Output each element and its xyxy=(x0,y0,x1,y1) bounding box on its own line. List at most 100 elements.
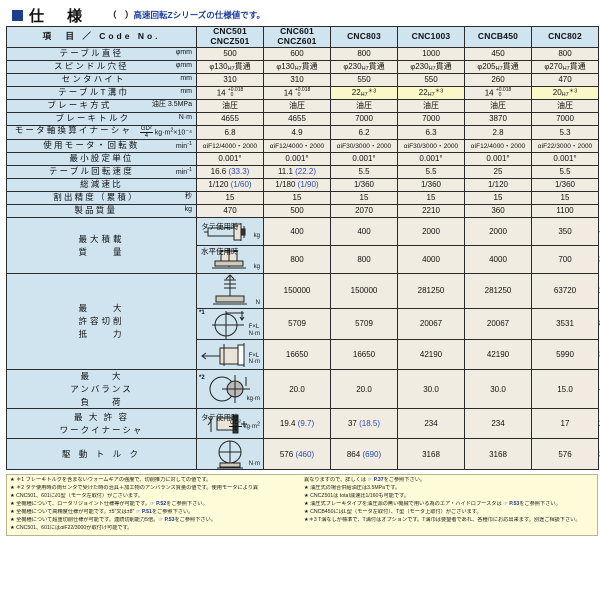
table-cell-value: 15 xyxy=(464,191,532,205)
table-cell-value: 1/120 xyxy=(464,178,532,192)
table-cell-value: 1100 xyxy=(531,204,599,218)
specification-table-body: 項 目 ／ Code No. CNC501 CNCZ501 CNC601 CNCZ601… xyxy=(6,26,600,471)
table-cell-value: 6.2 xyxy=(330,125,398,140)
table-cell-value: 360 xyxy=(464,204,532,218)
table-cell-value: 0.001° xyxy=(464,152,532,166)
row-label-0: テーブル直径 φmm xyxy=(6,47,197,61)
table-cell-value: 37 (18.5) xyxy=(330,408,398,440)
table-cell-value: 油圧 xyxy=(531,99,599,113)
table-cell-value: 281250 xyxy=(464,273,532,309)
row-unit-label: 秒 xyxy=(185,193,192,201)
icon-cell-horizontal-table-load-icon: 水平使用時 kg xyxy=(196,245,264,274)
icon-wrapper: *2 kg·m xyxy=(197,374,263,404)
table-cell-value: 25 xyxy=(464,165,532,179)
row-unit-label: min-1 xyxy=(175,167,192,176)
icon-wrapper: N xyxy=(197,274,263,308)
table-cell-value: 1/360 xyxy=(531,178,599,192)
table-cell-value: 576 (460) xyxy=(263,438,331,471)
table-cell-value: 2000 xyxy=(464,217,532,246)
row-label-11: 割出精度（累積） 秒 xyxy=(6,191,197,205)
table-cell-value: φ205H7貫通 xyxy=(464,60,532,74)
table-cell-value: 800 xyxy=(531,47,599,61)
table-cell-value: 600 xyxy=(263,47,331,61)
column-header-cnc803: CNC803 xyxy=(330,26,398,48)
footnote-line: ★ CNCB450にはL型（モータ左取付）、T型（モータ上取付）がございます。 xyxy=(304,508,482,515)
row-unit-label: GD² 4 kg·m2×10⁻⁴ xyxy=(139,126,192,139)
table-cell-value: φ130H7貫通 xyxy=(196,60,264,74)
table-cell-value: 15.0 xyxy=(531,368,599,410)
table-cell-value: 15 xyxy=(330,191,398,205)
table-cell-value: 4000 xyxy=(397,245,465,274)
row-label-7: 使用モータ・回転数 min-1 xyxy=(6,139,197,153)
row-label-3: テーブルT溝巾 mm xyxy=(6,86,197,100)
table-cell-value: 14 +0.018 0 xyxy=(263,86,331,100)
row-label-text: 割出精度（累積） xyxy=(53,192,139,203)
column-header-cnc1003: CNC1003 xyxy=(397,26,465,48)
page-title-note: （ ）高速回転Zシリーズの仕様値です。 xyxy=(108,9,265,21)
footnote-line: 異なりますので、詳しくは ☞ P.37をご参照下さい。 xyxy=(304,477,426,484)
table-cell-value: 3168 xyxy=(464,438,532,471)
table-row: センタハイト mm 310 310 550 550 260 470 xyxy=(6,73,599,87)
page-title-note-text: 高速回転Zシリーズの仕様値です。 xyxy=(133,10,265,20)
group-label-max-unbalance-load: 最 大アンバランス負 荷 xyxy=(6,368,197,410)
table-cell-value: 2210 xyxy=(397,204,465,218)
table-row: F×LN·m16650166504219042190599036260 xyxy=(7,339,600,370)
table-cell-value: 5.3 xyxy=(531,125,599,140)
table-cell-value: 30.0 xyxy=(464,368,532,410)
footnote-line: ★ CNC501、601にはαiF22/3000が取付け可能です。 xyxy=(10,524,133,531)
table-cell-value: 15 xyxy=(263,191,331,205)
footnote-line: ★ 全機種について高精度仕様が可能です。±5″又は±8″ ☞ P.51をご参照下… xyxy=(10,508,194,515)
table-cell-value: 15 xyxy=(397,191,465,205)
table-cell-value: 470 xyxy=(196,204,264,218)
table-cell-value: 16650 xyxy=(330,339,398,370)
footnote-marker: *2 xyxy=(199,375,205,382)
row-label-text: スピンドル穴径 xyxy=(53,61,129,72)
table-cell-value: 20.0 xyxy=(263,368,331,410)
column-header-cnc802: CNC802 xyxy=(531,26,599,48)
table-cell-value: 700 xyxy=(531,245,599,274)
table-cell-value: 1000 xyxy=(397,47,465,61)
table-row: モータ軸換算イナーシャ GD² 4 kg·m2×10⁻⁴ 6.8 4.9 6.2 6.3 2.… xyxy=(6,125,599,140)
table-cell-value: 0.001° xyxy=(330,152,398,166)
row-label-12: 製品質量 kg xyxy=(6,204,197,218)
table-cell-value: 17 xyxy=(531,408,599,440)
table-row: 製品質量 kg 470 500 2070 2210 360 1100 xyxy=(6,204,599,218)
table-cell-value: 油圧 xyxy=(397,99,465,113)
table-row: 最 大許容切削抵 力 N 150000 150000 281250 281250 63720… xyxy=(6,273,600,370)
table-cell-value: 2.8 xyxy=(464,125,532,140)
footnote-line: ★＊3 T溝なしが標準で、T溝付はオプションです。T溝巾は要望者であれ、各種巾に… xyxy=(304,516,581,523)
footnote-line: ★ 全機種について超重切削仕様が可能です。連続切削能力5倍。☞ P.53をご参照… xyxy=(10,516,216,523)
row-label-10: 総減速比 xyxy=(6,178,197,192)
row-label-text: 使用モータ・回転数 xyxy=(43,140,140,151)
table-cell-value: 0.001° xyxy=(196,152,264,166)
table-cell-value: αiF12/4000・2000 xyxy=(263,139,331,153)
filled-square-marker-icon xyxy=(12,9,23,21)
table-row: 割出精度（累積）秒 15 15 15 15 15 15 xyxy=(6,191,599,205)
table-cell-value: 2000 xyxy=(397,217,465,246)
table-cell-value: 7000 xyxy=(531,112,599,126)
table-cell-value: 20H7＊3 xyxy=(531,86,599,100)
row-unit-label: φmm xyxy=(175,49,192,57)
table-cell-value: 1/360 xyxy=(397,178,465,192)
table-cell-value: 15 xyxy=(531,191,599,205)
table-cell-value: 30.0 xyxy=(397,368,465,410)
table-cell-value: 油圧 xyxy=(464,99,532,113)
row-label-text: テーブルT溝巾 xyxy=(58,87,130,98)
table-cell-value: 15 xyxy=(196,191,264,205)
table-cell-value: 4655 xyxy=(263,112,331,126)
table-cell-value: 5.5 xyxy=(330,165,398,179)
row-label-text: センタハイト xyxy=(61,74,126,85)
table-cell-value: 油圧 xyxy=(196,99,264,113)
table-cell-value: 42190 xyxy=(397,339,465,370)
icon-cell-tangential-moment-icon: F×L N·m xyxy=(196,339,264,370)
row-label-text: 総減速比 xyxy=(80,179,123,190)
footnote-line: ★ 油圧式ブレーキタイプを油圧源の無い機械で用いる為のエア・ハイドロブースタは … xyxy=(304,500,561,507)
row-label-text: 最小設定単位 xyxy=(69,153,134,164)
table-cell-value: 400 xyxy=(263,217,331,246)
table-cell-value: 20067 xyxy=(397,308,465,340)
table-cell-value: αiF30/3000・2000 xyxy=(397,139,465,153)
table-row: 使用モータ・回転数 min-1 αiF12/4000・2000 αiF12/4000・… xyxy=(6,139,599,153)
footnote-line: ★ ＊1 ブレーキトルクを含まないウォームギアの強度で、切削推力に対しての値です… xyxy=(10,477,212,484)
table-row: テーブルT溝巾 mm 14 +0.018 0 14 +0.018 0 22H7＊3 22H… xyxy=(6,86,599,100)
